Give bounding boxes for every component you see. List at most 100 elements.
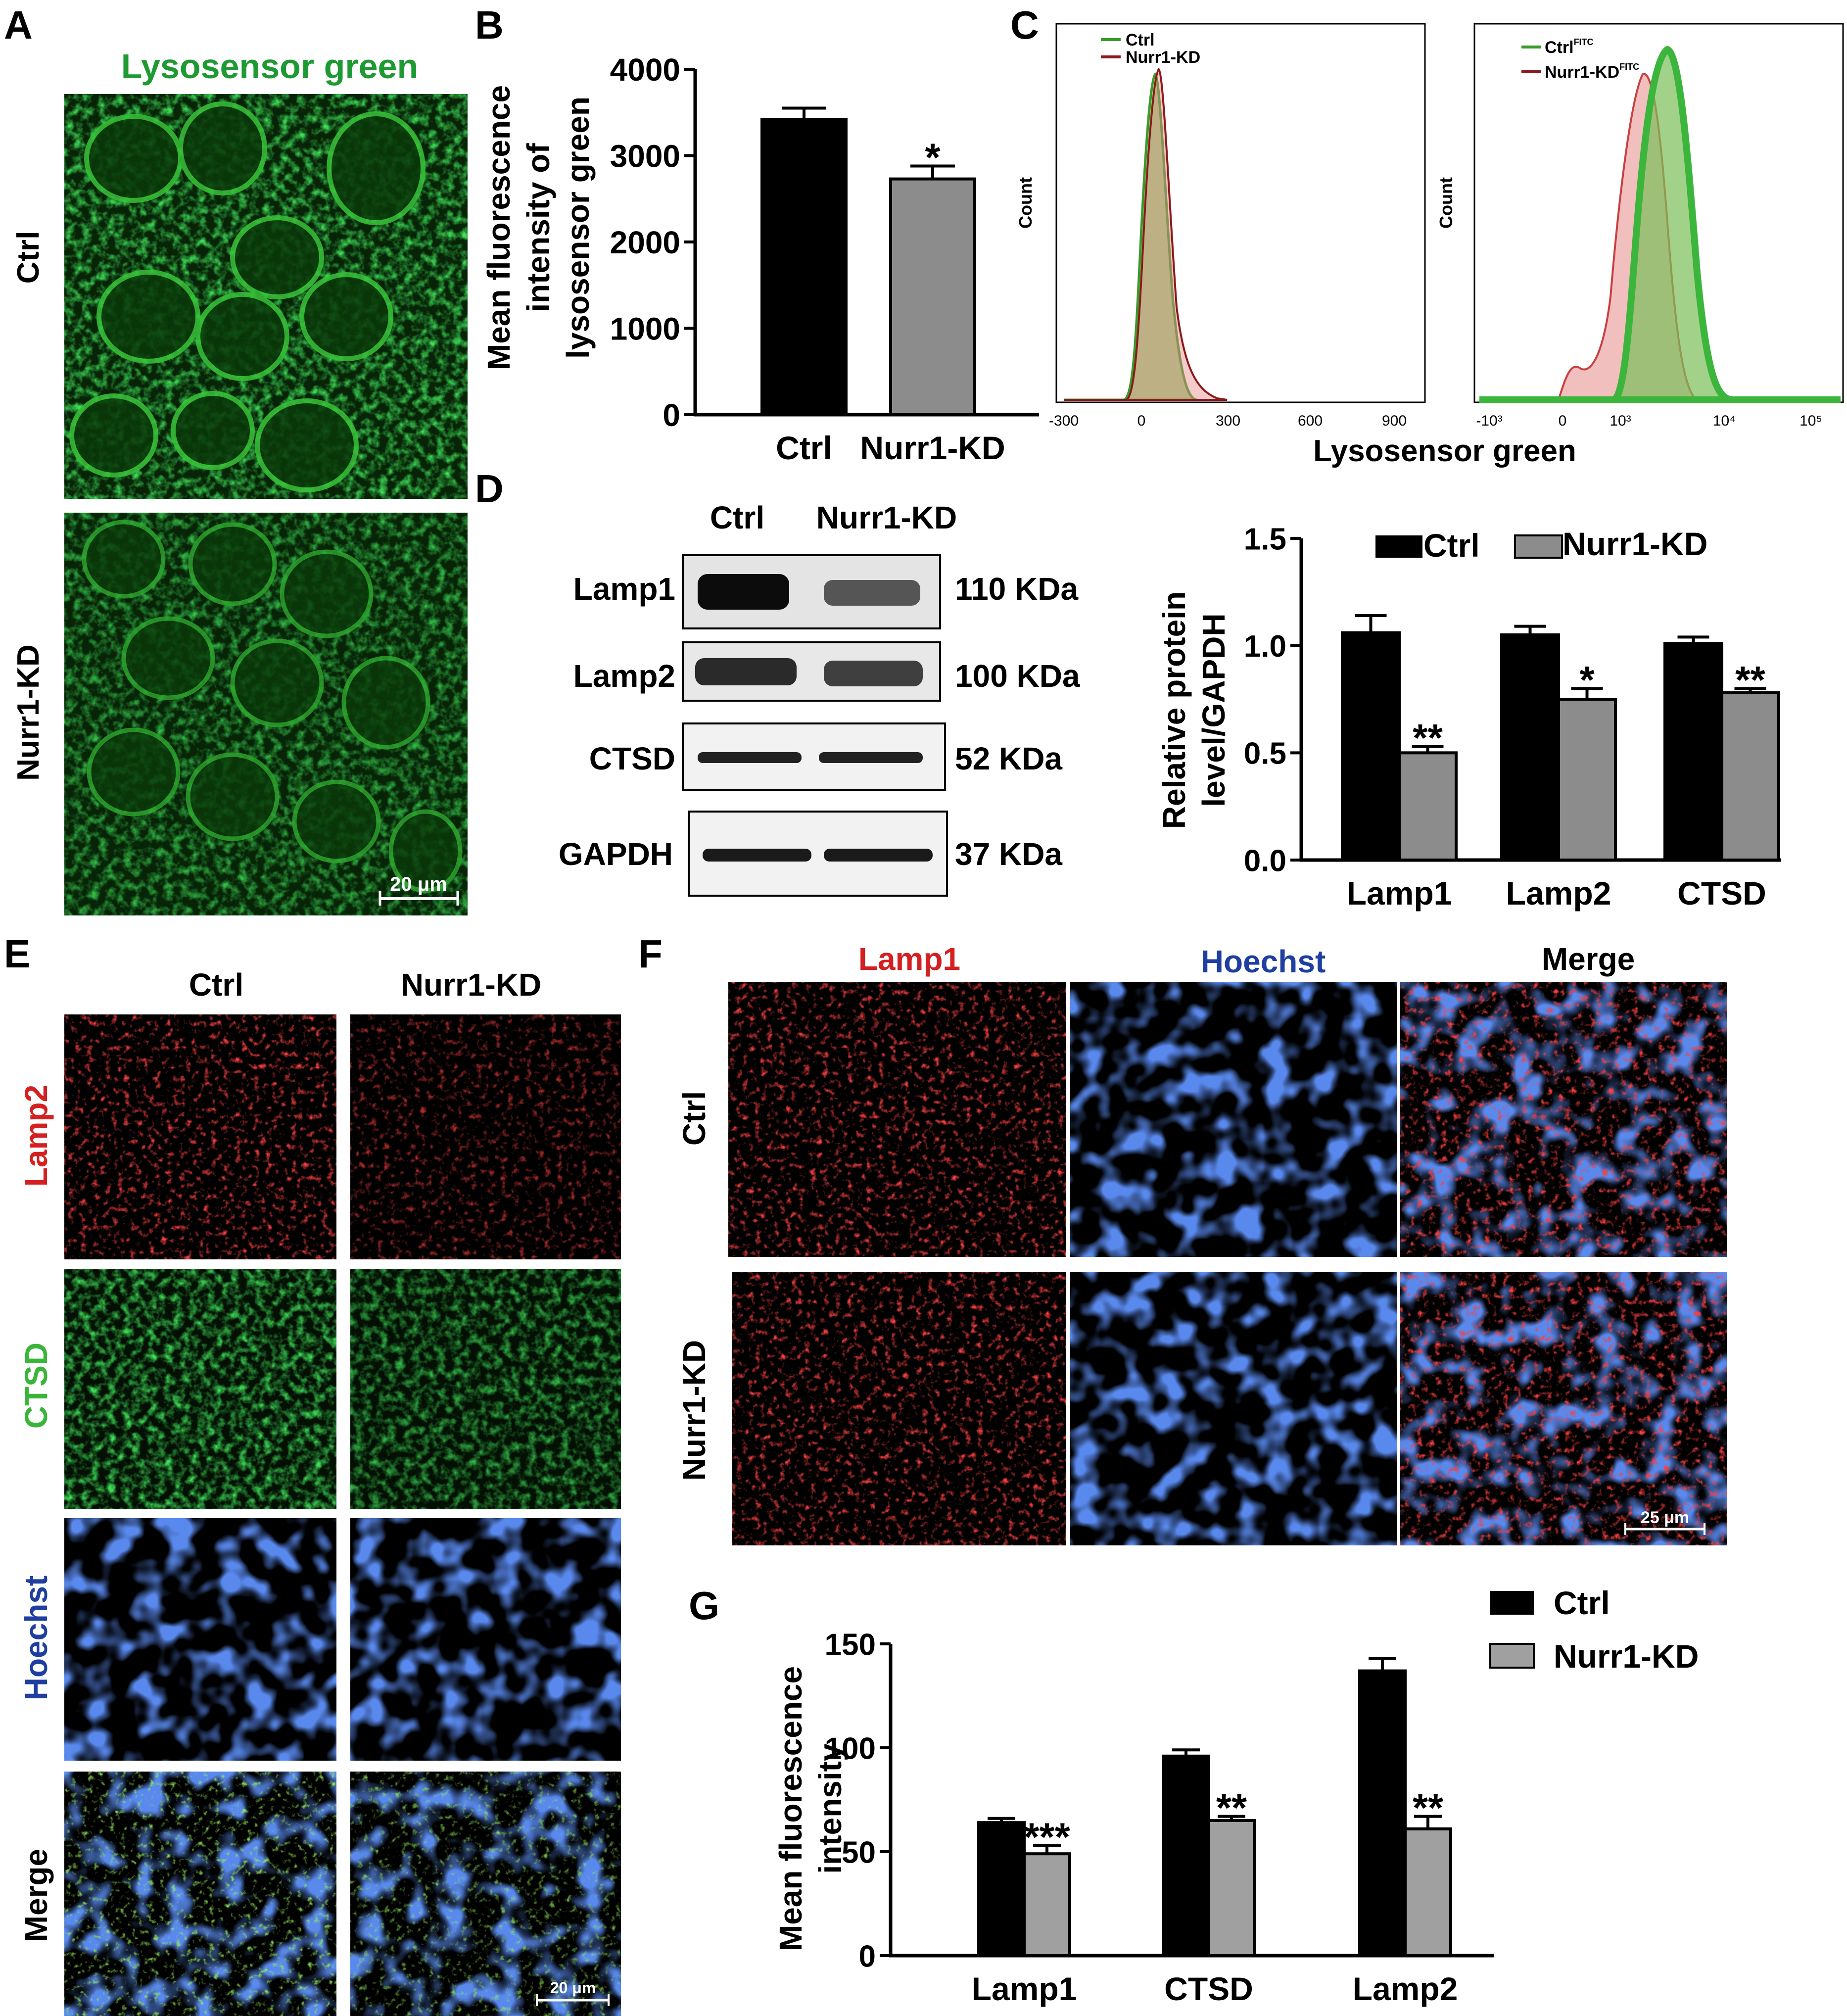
y-tick-label: 0 bbox=[663, 397, 680, 433]
panel-letter-g: G bbox=[689, 1584, 719, 1628]
panel-letter-e: E bbox=[4, 932, 30, 976]
panel-g-legend-ctrl: Ctrl bbox=[1554, 1584, 1610, 1621]
panel-a-scalebar-label: 20 μm bbox=[390, 873, 447, 895]
panel-f-images bbox=[728, 982, 1727, 1545]
significance-marker: *** bbox=[1024, 1815, 1070, 1859]
panel-d-ylabel: Relative protein level/GAPDH bbox=[1156, 591, 1231, 829]
panel-c-right-ctrl-curve bbox=[1479, 46, 1841, 403]
panel-letter-b: B bbox=[475, 3, 504, 47]
panel-e-row-merge: Merge bbox=[18, 1849, 54, 1942]
x-category-label: Ctrl bbox=[776, 430, 832, 466]
significance-marker: ** bbox=[1413, 716, 1443, 760]
x-category-label: Lamp1 bbox=[1347, 875, 1452, 912]
x-category-label: CTSD bbox=[1677, 875, 1766, 912]
x-category-label: CTSD bbox=[1164, 1970, 1253, 2007]
bar bbox=[1404, 1827, 1452, 1958]
bar bbox=[1341, 631, 1401, 862]
panel-c-right-legend-sup: FITC bbox=[1619, 62, 1639, 72]
panel-c-left-xtick: 300 bbox=[1216, 413, 1240, 429]
significance-marker: * bbox=[1579, 658, 1595, 702]
panel-c-left-ylabel: Count bbox=[1015, 177, 1036, 229]
y-tick-label: 2000 bbox=[610, 225, 680, 260]
bar bbox=[1663, 642, 1723, 862]
panel-d-western-blots bbox=[682, 554, 948, 897]
panel-c-right-histogram bbox=[1473, 23, 1844, 403]
panel-d-blot-labels: Lamp1 110 KDa Lamp2 100 KDa CTSD 52 KDa … bbox=[559, 571, 1080, 872]
panel-f-row-ctrl: Ctrl bbox=[676, 1091, 712, 1146]
x-category-label: Lamp2 bbox=[1353, 1970, 1458, 2007]
y-tick-label: 1.5 bbox=[1244, 522, 1286, 556]
significance-marker: * bbox=[925, 135, 941, 179]
x-category-label: Nurr1-KD bbox=[860, 430, 1005, 466]
panel-e-row-lamp2: Lamp2 bbox=[18, 1085, 54, 1187]
x-category-label: Lamp1 bbox=[972, 1970, 1077, 2007]
panel-d-ylabel-line2: level/GAPDH bbox=[1196, 613, 1231, 807]
blot-label-size: 52 KDa bbox=[955, 741, 1062, 776]
panel-c-right-ylabel: Count bbox=[1436, 177, 1456, 229]
panel-c-left-xtick: 600 bbox=[1298, 413, 1323, 429]
panel-f-col-hoechst: Hoechst bbox=[1201, 944, 1326, 979]
panel-c-right-legend-sup: FITC bbox=[1574, 37, 1594, 47]
panel-a-title: Lysosensor green bbox=[121, 47, 418, 86]
bar bbox=[1207, 1819, 1256, 1957]
panel-c-left-xticks: -300 0 300 600 900 bbox=[1049, 413, 1407, 429]
panel-d-lane-nurr1-kd: Nurr1-KD bbox=[816, 500, 957, 535]
y-tick-label: 150 bbox=[825, 1628, 876, 1662]
panel-c-left-kd-curve bbox=[1064, 68, 1228, 401]
panel-e-row-labels: Lamp2 CTSD Hoechst Merge bbox=[18, 1085, 54, 1942]
bar bbox=[1162, 1754, 1210, 1958]
blot-label-size: 37 KDa bbox=[955, 836, 1062, 872]
panel-e-row-hoechst: Hoechst bbox=[18, 1576, 54, 1701]
panel-b-ylabel-line3: lysosensor green bbox=[560, 96, 596, 359]
panel-b-bar-chart: 0 1000 2000 3000 4000 Ctrl Nurr1-KD * bbox=[610, 52, 1039, 466]
panel-c-right-legend-ctrl: CtrlFITC bbox=[1545, 37, 1594, 57]
bar bbox=[1500, 633, 1560, 862]
panel-a-image-ctrl bbox=[64, 94, 468, 499]
blot-label-protein: Lamp2 bbox=[573, 658, 675, 694]
panel-a-row-label-nurr1-kd: Nurr1-KD bbox=[11, 644, 46, 781]
significance-marker: ** bbox=[1735, 658, 1765, 702]
y-tick-label: 1000 bbox=[610, 311, 680, 347]
panel-c-left-xtick: 900 bbox=[1382, 413, 1407, 429]
y-tick-label: 0.5 bbox=[1244, 737, 1286, 771]
panel-letter-d: D bbox=[475, 467, 504, 511]
y-tick-label: 100 bbox=[825, 1731, 876, 1766]
panel-c-left-legend-ctrl: Ctrl bbox=[1126, 31, 1155, 49]
panel-a-row-label-ctrl: Ctrl bbox=[11, 231, 46, 284]
panel-c-right-xtick: 10⁵ bbox=[1800, 413, 1822, 429]
panel-e-col-nurr1-kd: Nurr1-KD bbox=[401, 967, 541, 1003]
panel-d-lane-ctrl: Ctrl bbox=[710, 500, 764, 535]
y-tick-label: 0.0 bbox=[1244, 844, 1286, 878]
panel-d-legend bbox=[1375, 534, 1563, 559]
blot-label-protein: CTSD bbox=[589, 741, 675, 776]
bar bbox=[1398, 751, 1458, 862]
panel-g-ylabel-line2: intensity bbox=[812, 1743, 848, 1874]
panel-c-left-xtick: 0 bbox=[1137, 413, 1146, 429]
panel-c-right-xtick: 10⁴ bbox=[1713, 413, 1736, 429]
panel-e-images bbox=[64, 1014, 621, 2016]
panel-a-image-nurr1-kd bbox=[64, 513, 468, 915]
blot-label-size: 100 KDa bbox=[955, 658, 1080, 694]
bar bbox=[889, 177, 976, 416]
panel-e-scalebar-label: 20 μm bbox=[550, 1979, 596, 1997]
panel-d-legend-nurr1-kd: Nurr1-KD bbox=[1563, 526, 1707, 562]
panel-c-right-xticks: -10³ 0 10³ 10⁴ 10⁵ bbox=[1476, 413, 1822, 429]
bar bbox=[1023, 1852, 1071, 1957]
panel-c-xlabel: Lysosensor green bbox=[1313, 434, 1576, 468]
panel-g-legend-nurr1-kd: Nurr1-KD bbox=[1554, 1638, 1699, 1675]
panel-f-scalebar-label: 25 μm bbox=[1641, 1508, 1689, 1527]
panel-f-col-lamp1: Lamp1 bbox=[858, 941, 960, 977]
panel-g-ylabel-line1: Mean fluorescence bbox=[773, 1666, 808, 1951]
panel-c-right-xtick: -10³ bbox=[1476, 413, 1502, 429]
bar bbox=[760, 118, 848, 416]
y-tick-label: 4000 bbox=[610, 52, 680, 88]
panel-b-ylabel-line2: intensity of bbox=[521, 143, 556, 312]
panel-c-right-legend-ctrl-text: Ctrl bbox=[1545, 38, 1574, 57]
blot-label-size: 110 KDa bbox=[955, 571, 1078, 607]
panel-g-legend bbox=[1489, 1591, 1535, 1669]
panel-c-right-legend-kd-text: Nurr1-KD bbox=[1545, 63, 1619, 82]
panel-d-ylabel-line1: Relative protein bbox=[1156, 591, 1192, 829]
panel-g-ylabel: Mean fluorescence intensity bbox=[773, 1666, 848, 1951]
